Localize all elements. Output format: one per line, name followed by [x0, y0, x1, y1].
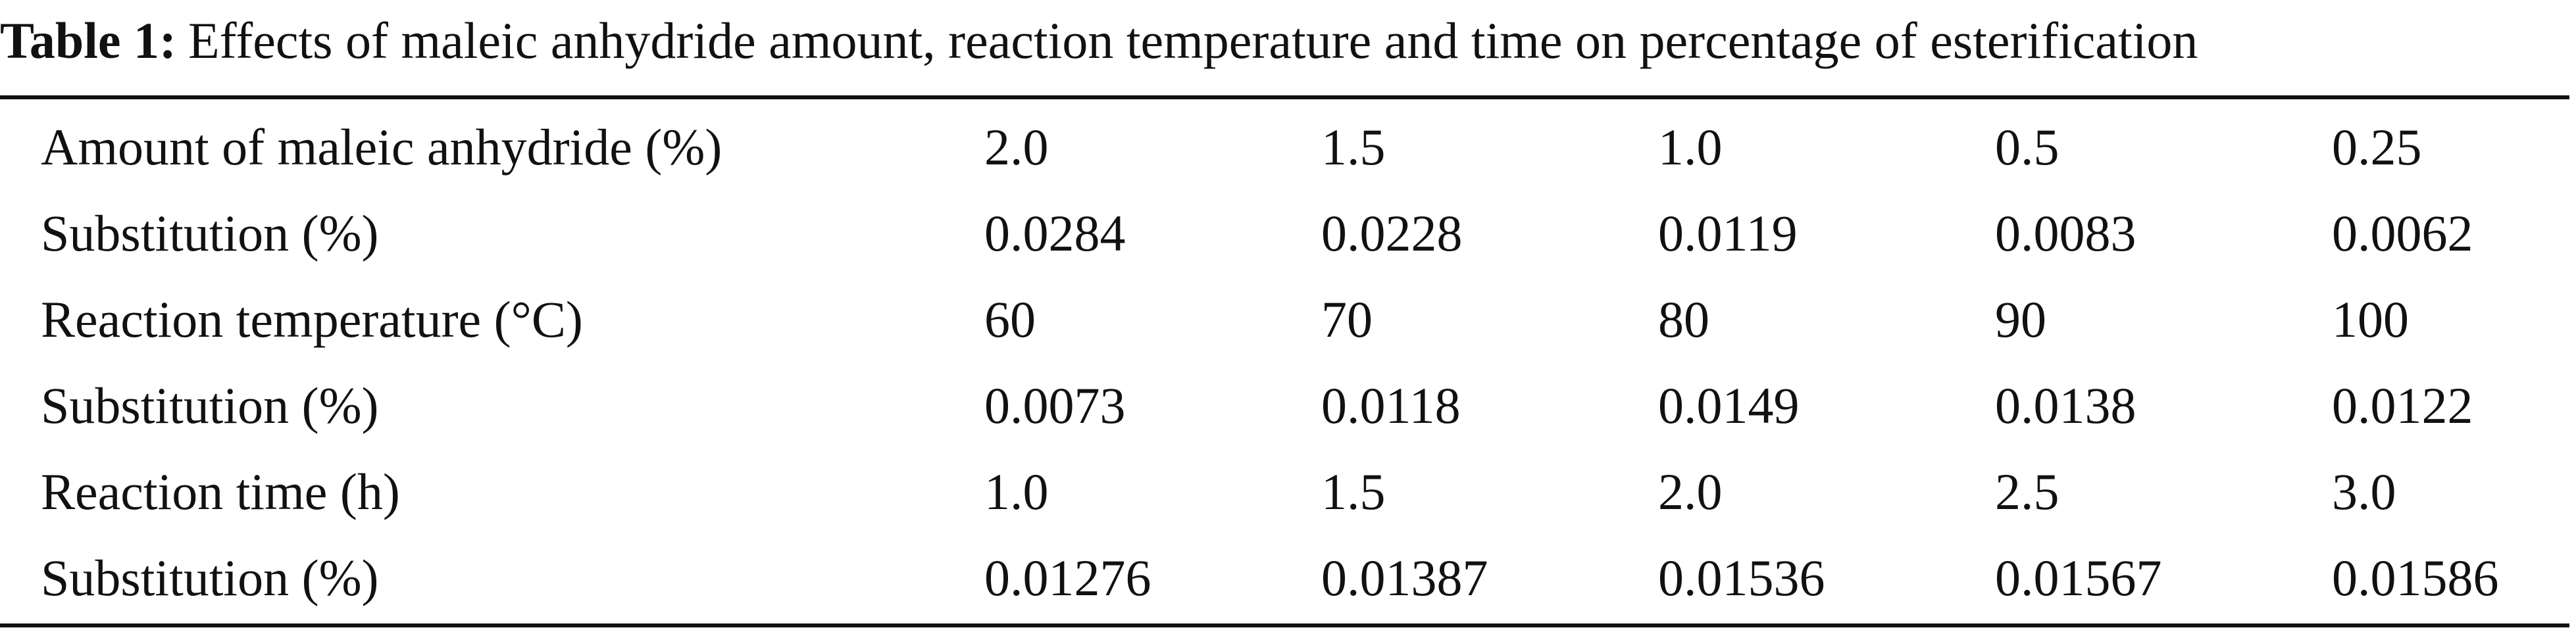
table-caption: Table 1: Effects of maleic anhydride amou… [0, 1, 2576, 80]
table-cell: 0.0118 [1321, 377, 1461, 434]
table-cell: 0.0073 [984, 377, 1126, 434]
table-cell: 0.01586 [2332, 549, 2499, 606]
table-row: Substitution (%) 0.0073 0.0118 0.0149 0.… [0, 362, 2569, 449]
table-cell: 80 [1658, 291, 1709, 348]
table-cell: 0.0149 [1658, 377, 1800, 434]
table-cell: 60 [984, 291, 1036, 348]
table-cell: 0.25 [2332, 118, 2422, 176]
table-cell: 0.0228 [1321, 205, 1463, 262]
table-cell: 0.0122 [2332, 377, 2473, 434]
data-table: Amount of maleic anhydride (%) 2.0 1.5 1… [0, 104, 2569, 621]
table-row: Substitution (%) 0.0284 0.0228 0.0119 0.… [0, 190, 2569, 276]
table-row: Amount of maleic anhydride (%) 2.0 1.5 1… [0, 104, 2569, 190]
table-cell: 0.0083 [1995, 205, 2136, 262]
table-bottom-rule [0, 623, 2569, 627]
table-row: Reaction temperature (°C) 60 70 80 90 10… [0, 276, 2569, 362]
row-label: Amount of maleic anhydride (%) [41, 118, 722, 176]
table-cell: 70 [1321, 291, 1373, 348]
row-label: Reaction temperature (°C) [41, 291, 583, 348]
table-cell: 2.0 [1658, 463, 1723, 520]
table-cell: 1.0 [1658, 118, 1723, 176]
table-cell: 2.5 [1995, 463, 2059, 520]
row-label: Substitution (%) [41, 377, 379, 434]
table-cell: 0.01536 [1658, 549, 1825, 606]
table-cell: 0.0138 [1995, 377, 2136, 434]
table-cell: 0.0062 [2332, 205, 2473, 262]
table-cell: 3.0 [2332, 463, 2396, 520]
table-cell: 1.5 [1321, 118, 1386, 176]
table-cell: 2.0 [984, 118, 1049, 176]
row-label: Substitution (%) [41, 205, 379, 262]
table-top-rule [0, 95, 2569, 99]
table-cell: 0.01387 [1321, 549, 1488, 606]
row-label: Substitution (%) [41, 549, 379, 606]
table-cell: 90 [1995, 291, 2046, 348]
table-cell: 0.5 [1995, 118, 2059, 176]
table-cell: 0.0284 [984, 205, 1126, 262]
table-cell: 0.0119 [1658, 205, 1798, 262]
table-cell: 1.5 [1321, 463, 1386, 520]
table-caption-label: Table 1: [0, 12, 177, 69]
row-label: Reaction time (h) [41, 463, 400, 520]
table-cell: 0.01276 [984, 549, 1151, 606]
table-cell: 1.0 [984, 463, 1049, 520]
table-row: Reaction time (h) 1.0 1.5 2.0 2.5 3.0 [0, 449, 2569, 535]
table-caption-text: Effects of maleic anhydride amount, reac… [188, 12, 2198, 69]
table-row: Substitution (%) 0.01276 0.01387 0.01536… [0, 535, 2569, 621]
table-cell: 100 [2332, 291, 2409, 348]
table-cell: 0.01567 [1995, 549, 2162, 606]
